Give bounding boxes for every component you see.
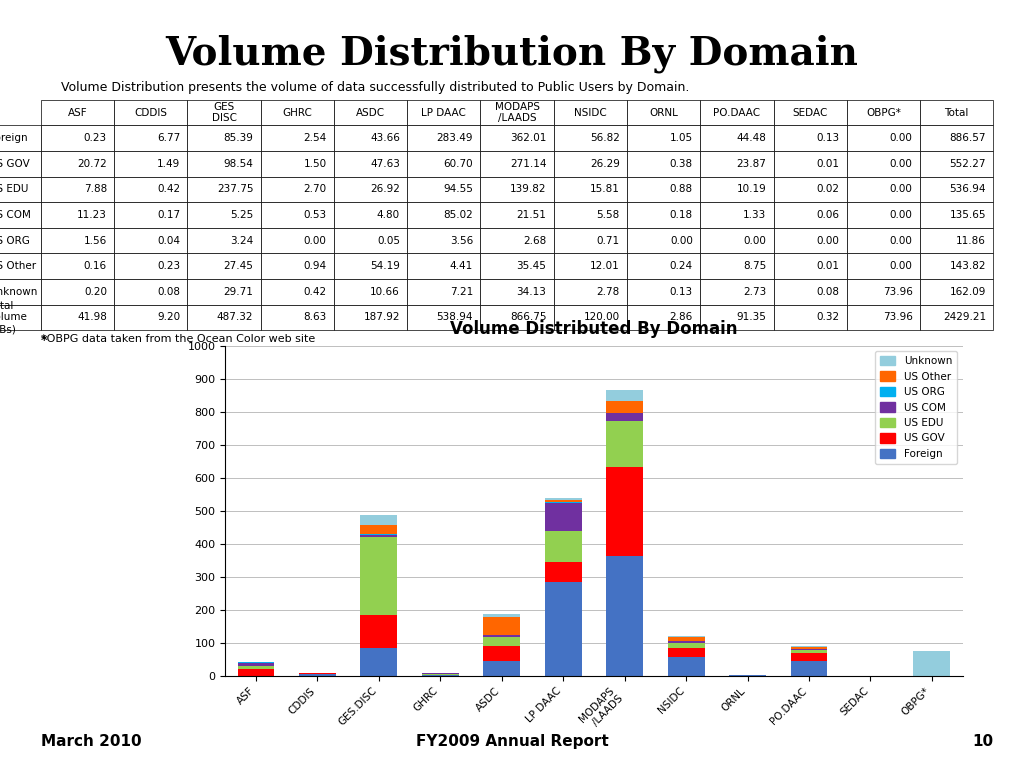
Bar	[545, 503, 582, 531]
Text: Volume Distribution By Domain: Volume Distribution By Domain	[166, 35, 858, 73]
Bar	[606, 421, 643, 467]
Bar	[791, 661, 827, 676]
Bar	[483, 661, 520, 676]
Bar	[791, 654, 827, 661]
Bar	[238, 669, 274, 676]
Bar	[668, 637, 705, 641]
Bar	[360, 615, 397, 647]
Bar	[791, 650, 827, 654]
Bar	[360, 537, 397, 615]
Bar	[606, 413, 643, 421]
Bar	[668, 643, 705, 648]
Text: *: *	[41, 334, 47, 347]
Bar	[606, 556, 643, 676]
Bar	[483, 637, 520, 646]
Text: 10: 10	[972, 733, 993, 749]
Bar	[791, 646, 827, 647]
Bar	[483, 617, 520, 635]
Bar	[791, 647, 827, 650]
Title: Volume Distributed By Domain: Volume Distributed By Domain	[451, 320, 737, 339]
Bar	[668, 636, 705, 637]
Bar	[606, 401, 643, 412]
Bar	[360, 534, 397, 535]
Bar	[360, 515, 397, 525]
Bar	[545, 502, 582, 503]
Bar	[606, 467, 643, 556]
Bar	[913, 651, 950, 676]
Text: Volume Distribution presents the volume of data successfully distributed to Publ: Volume Distribution presents the volume …	[61, 81, 690, 94]
Text: *OBPG data taken from the Ocean Color web site: *OBPG data taken from the Ocean Color we…	[41, 334, 315, 344]
Bar	[360, 647, 397, 676]
Legend: Unknown, US Other, US ORG, US COM, US EDU, US GOV, Foreign: Unknown, US Other, US ORG, US COM, US ED…	[874, 351, 957, 464]
Bar	[545, 582, 582, 676]
Bar	[360, 535, 397, 537]
Bar	[483, 635, 520, 637]
Bar	[606, 412, 643, 413]
Bar	[238, 663, 274, 667]
Bar	[545, 531, 582, 562]
Bar	[668, 641, 705, 643]
Bar	[483, 614, 520, 617]
Bar	[668, 648, 705, 657]
Text: March 2010: March 2010	[41, 733, 141, 749]
Bar	[238, 667, 274, 669]
Bar	[545, 498, 582, 500]
Bar	[668, 657, 705, 676]
Bar	[606, 389, 643, 401]
Bar	[545, 500, 582, 502]
Bar	[422, 675, 459, 676]
Bar	[360, 525, 397, 534]
Text: FY2009 Annual Report: FY2009 Annual Report	[416, 733, 608, 749]
Bar	[299, 674, 336, 676]
Bar	[483, 646, 520, 661]
Bar	[545, 562, 582, 582]
